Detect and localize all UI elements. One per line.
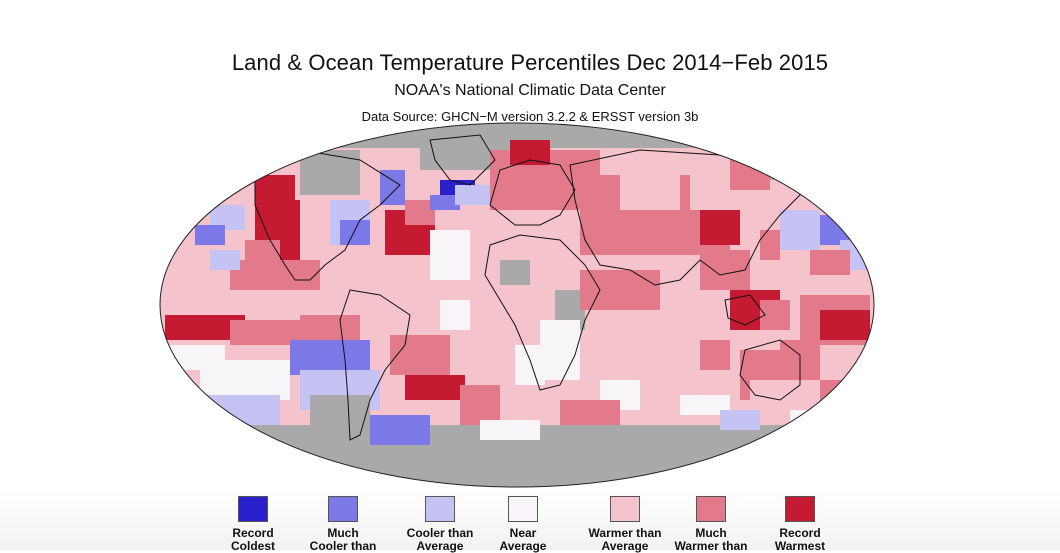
- north-america-outline: [254, 149, 401, 281]
- anomaly-cell: [700, 210, 740, 245]
- anomaly-cell: [230, 260, 320, 290]
- anomaly-cell: [460, 385, 500, 425]
- anomaly-cell: [620, 170, 680, 210]
- legend-swatch: [785, 496, 815, 522]
- anomaly-cell: [540, 320, 580, 380]
- anomaly-cell: [515, 345, 545, 385]
- anomaly-cell: [230, 320, 300, 345]
- anomaly-cell: [720, 410, 760, 430]
- legend-label: Warmer than Average: [588, 526, 662, 553]
- australia-outline: [739, 339, 801, 401]
- anomaly-cell: [195, 225, 225, 245]
- legend-item: Much Warmer than: [661, 496, 761, 553]
- legend-item: Much Cooler than: [293, 496, 393, 553]
- anomaly-cell: [310, 395, 370, 430]
- legend-item: Cooler than Average: [390, 496, 490, 553]
- anomaly-cell: [480, 420, 540, 440]
- anomaly-cell: [730, 160, 770, 190]
- legend-item: Warmer than Average: [575, 496, 675, 553]
- legend-swatch: [508, 496, 538, 522]
- legend: Record Coldest Much Cooler than Cooler tha…: [0, 488, 1060, 553]
- map-titles: Land & Ocean Temperature Percentiles Dec…: [0, 48, 1060, 126]
- anomaly-cell: [300, 315, 360, 340]
- legend-label: Much Cooler than: [309, 526, 377, 553]
- globe-outline: [159, 122, 875, 488]
- anomaly-cell: [210, 250, 240, 270]
- anomaly-cell: [430, 195, 460, 210]
- legend-item: Record Warmest: [750, 496, 850, 553]
- anomaly-cell: [790, 410, 850, 430]
- anomaly-cell: [290, 340, 370, 375]
- anomaly-cell: [700, 340, 730, 370]
- legend-item: Near Average: [473, 496, 573, 553]
- legend-label: Near Average: [499, 526, 547, 553]
- legend-label: Cooler than Average: [406, 526, 474, 553]
- anomaly-cell: [390, 335, 450, 375]
- legend-label: Record Coldest: [230, 526, 275, 553]
- map-grid-layer: [160, 123, 874, 487]
- legend-label: Much Warmer than: [674, 526, 748, 553]
- anomaly-cell: [440, 300, 470, 330]
- south-america-outline: [339, 289, 411, 441]
- legend-label: Record Warmest: [774, 526, 826, 553]
- anomaly-cell: [190, 395, 280, 425]
- anomaly-cell: [370, 415, 430, 445]
- maritime-outline: [724, 294, 766, 326]
- legend-swatch: [425, 496, 455, 522]
- legend-swatch: [696, 496, 726, 522]
- data-source: Data Source: GHCN−M version 3.2.2 & ERSS…: [361, 109, 699, 124]
- africa-outline: [484, 234, 601, 391]
- anomaly-cell: [455, 185, 495, 205]
- anomaly-cell: [610, 310, 690, 370]
- europe-outline: [489, 159, 576, 226]
- anomaly-cell: [820, 380, 860, 420]
- anomaly-cell: [510, 140, 550, 165]
- anomaly-cell: [380, 170, 405, 205]
- map-subtitle: NOAA's National Climatic Data Center: [394, 82, 666, 99]
- anomaly-cell: [200, 360, 290, 400]
- no-data-canadian-arctic: [300, 150, 360, 195]
- world-map-container: [159, 122, 875, 488]
- anomaly-cell: [500, 260, 530, 285]
- legend-item: Record Coldest: [203, 496, 303, 553]
- anomaly-cell: [700, 250, 750, 290]
- anomaly-cell: [430, 230, 470, 280]
- anomaly-cell: [680, 395, 730, 415]
- anomaly-cell: [780, 210, 820, 250]
- anomaly-cell: [810, 250, 850, 275]
- anomaly-cell: [405, 375, 465, 400]
- greenland-outline: [429, 134, 496, 186]
- map-title: Land & Ocean Temperature Percentiles Dec…: [231, 50, 829, 75]
- anomaly-cell: [340, 220, 370, 245]
- legend-swatch: [610, 496, 640, 522]
- legend-swatch: [238, 496, 268, 522]
- world-temperature-map: [159, 122, 875, 488]
- anomaly-cell: [760, 230, 780, 260]
- anomaly-cell: [820, 310, 870, 340]
- legend-swatch: [328, 496, 358, 522]
- anomaly-cell: [560, 400, 620, 425]
